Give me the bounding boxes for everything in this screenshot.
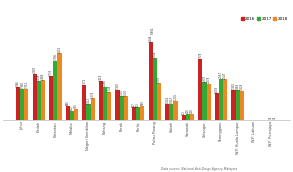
Text: 1,500: 1,500 xyxy=(120,89,124,96)
Bar xyxy=(169,104,173,120)
Text: 1,044: 1,044 xyxy=(165,96,169,103)
Text: 2,086: 2,086 xyxy=(103,79,107,86)
Bar xyxy=(107,92,111,120)
Text: 408: 408 xyxy=(190,109,194,113)
Text: 2,370: 2,370 xyxy=(202,74,207,82)
Bar xyxy=(223,79,227,120)
Bar xyxy=(33,74,37,120)
Text: 4,153: 4,153 xyxy=(57,46,62,53)
Text: 1,047: 1,047 xyxy=(169,96,173,103)
Text: 1,868: 1,868 xyxy=(236,83,240,90)
Bar xyxy=(136,108,140,120)
Bar xyxy=(157,83,161,120)
Bar xyxy=(236,90,240,120)
Text: 3,706: 3,706 xyxy=(53,53,57,60)
Bar xyxy=(186,114,190,120)
Bar xyxy=(49,76,53,120)
Text: 1,960: 1,960 xyxy=(20,81,24,88)
Bar xyxy=(91,98,95,120)
Bar xyxy=(57,53,62,120)
Text: 2,733: 2,733 xyxy=(49,68,53,76)
Text: 2,438: 2,438 xyxy=(37,73,41,80)
Text: 900: 900 xyxy=(66,101,70,105)
Bar xyxy=(16,87,20,120)
Bar xyxy=(99,81,103,120)
Bar xyxy=(231,90,236,120)
Bar xyxy=(215,93,219,120)
Text: 899: 899 xyxy=(140,101,144,105)
Text: 33: 33 xyxy=(269,116,273,119)
Bar xyxy=(182,115,186,120)
Bar xyxy=(115,90,120,120)
Text: 1,678: 1,678 xyxy=(215,86,219,93)
Bar xyxy=(66,106,70,120)
Bar xyxy=(240,91,244,120)
Text: 1,952: 1,952 xyxy=(24,81,28,88)
Bar xyxy=(70,111,74,120)
Bar xyxy=(53,61,57,120)
Text: 1,012: 1,012 xyxy=(86,96,91,104)
Text: 1,900: 1,900 xyxy=(231,82,236,89)
Text: Data source: National Anti-Drugs Agency Malaysia: Data source: National Anti-Drugs Agency … xyxy=(161,167,237,171)
Bar xyxy=(173,101,178,120)
Bar xyxy=(165,104,169,120)
Bar xyxy=(198,60,202,120)
Text: 33: 33 xyxy=(273,116,277,119)
Bar xyxy=(140,106,144,120)
Text: 2,066: 2,066 xyxy=(16,80,20,87)
Text: 3,778: 3,778 xyxy=(198,52,202,59)
Bar xyxy=(190,114,194,120)
Text: 312: 312 xyxy=(182,110,186,115)
Text: 1,500: 1,500 xyxy=(124,89,128,96)
Bar xyxy=(153,58,157,120)
Text: 2,303: 2,303 xyxy=(157,76,161,83)
Bar xyxy=(202,82,207,120)
Bar xyxy=(41,80,45,120)
Bar xyxy=(149,42,153,120)
Legend: 2016, 2017, 2018: 2016, 2017, 2018 xyxy=(241,17,288,21)
Text: 3,844: 3,844 xyxy=(153,51,157,58)
Text: 2,278: 2,278 xyxy=(207,76,211,83)
Text: 2,488: 2,488 xyxy=(41,72,45,80)
Bar xyxy=(86,104,91,120)
Text: 612: 612 xyxy=(70,105,74,110)
Text: 1,748: 1,748 xyxy=(107,84,111,92)
Text: 2,547: 2,547 xyxy=(223,72,227,79)
Text: 1,829: 1,829 xyxy=(240,83,244,90)
Bar xyxy=(132,107,136,120)
Bar xyxy=(24,89,28,120)
Text: 400: 400 xyxy=(186,109,190,113)
Text: 735: 735 xyxy=(74,103,78,108)
Text: 807: 807 xyxy=(132,102,136,107)
Bar xyxy=(103,87,107,120)
Bar xyxy=(207,84,211,120)
Text: 1,900: 1,900 xyxy=(115,82,120,89)
Text: 803: 803 xyxy=(136,102,140,107)
Bar xyxy=(37,81,41,120)
Text: 2,172: 2,172 xyxy=(82,78,86,85)
Text: 4,844: 4,844 xyxy=(149,34,153,42)
Bar xyxy=(219,79,223,120)
Text: 2,887: 2,887 xyxy=(33,66,37,73)
Text: 1,374: 1,374 xyxy=(91,90,95,98)
Text: 2,418: 2,418 xyxy=(99,74,103,81)
Bar xyxy=(124,96,128,120)
Bar xyxy=(74,109,78,120)
Text: 2,567: 2,567 xyxy=(219,71,223,78)
Text: 5,861: 5,861 xyxy=(151,26,155,34)
Bar xyxy=(20,89,24,120)
Text: 1,205: 1,205 xyxy=(173,93,178,100)
Bar xyxy=(82,85,86,120)
Bar xyxy=(120,96,124,120)
